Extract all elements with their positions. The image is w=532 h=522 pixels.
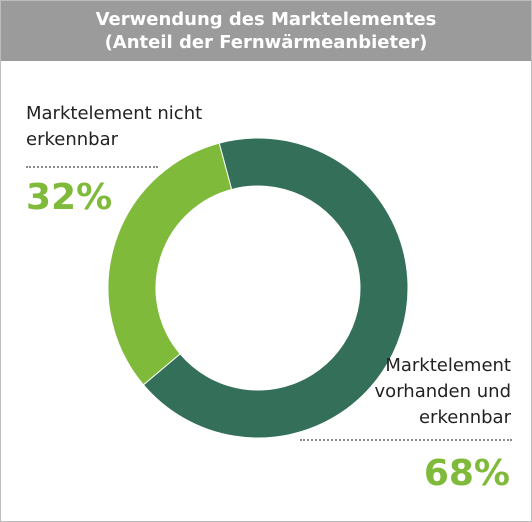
slice-label-not-visible: Marktelement nicht erkennbar xyxy=(26,101,226,153)
slice-nicht-erkennbar xyxy=(107,142,233,386)
chart-header: Verwendung des Marktelementes (Anteil de… xyxy=(1,1,531,61)
slice-label-visible-line1: Marktelement xyxy=(385,355,511,376)
donut-slices xyxy=(107,137,409,439)
chart-subtitle: (Anteil der Fernwärmeanbieter) xyxy=(104,32,428,53)
leader-line-left xyxy=(26,166,158,168)
slice-value-visible: 68% xyxy=(423,453,510,494)
slice-vorhanden-und-erkennbar xyxy=(142,137,409,439)
slice-label-visible: Marktelement vorhanden und erkennbar xyxy=(291,353,511,431)
slice-label-not-visible-line1: Marktelement nicht xyxy=(26,103,203,124)
leader-line-right xyxy=(300,439,512,441)
slice-label-visible-line2: vorhanden und xyxy=(374,381,511,402)
slice-value-not-visible: 32% xyxy=(26,177,113,218)
slice-label-visible-line3: erkennbar xyxy=(418,407,511,428)
chart-title: Verwendung des Marktelementes xyxy=(95,9,437,30)
slice-label-not-visible-line2: erkennbar xyxy=(26,129,119,150)
